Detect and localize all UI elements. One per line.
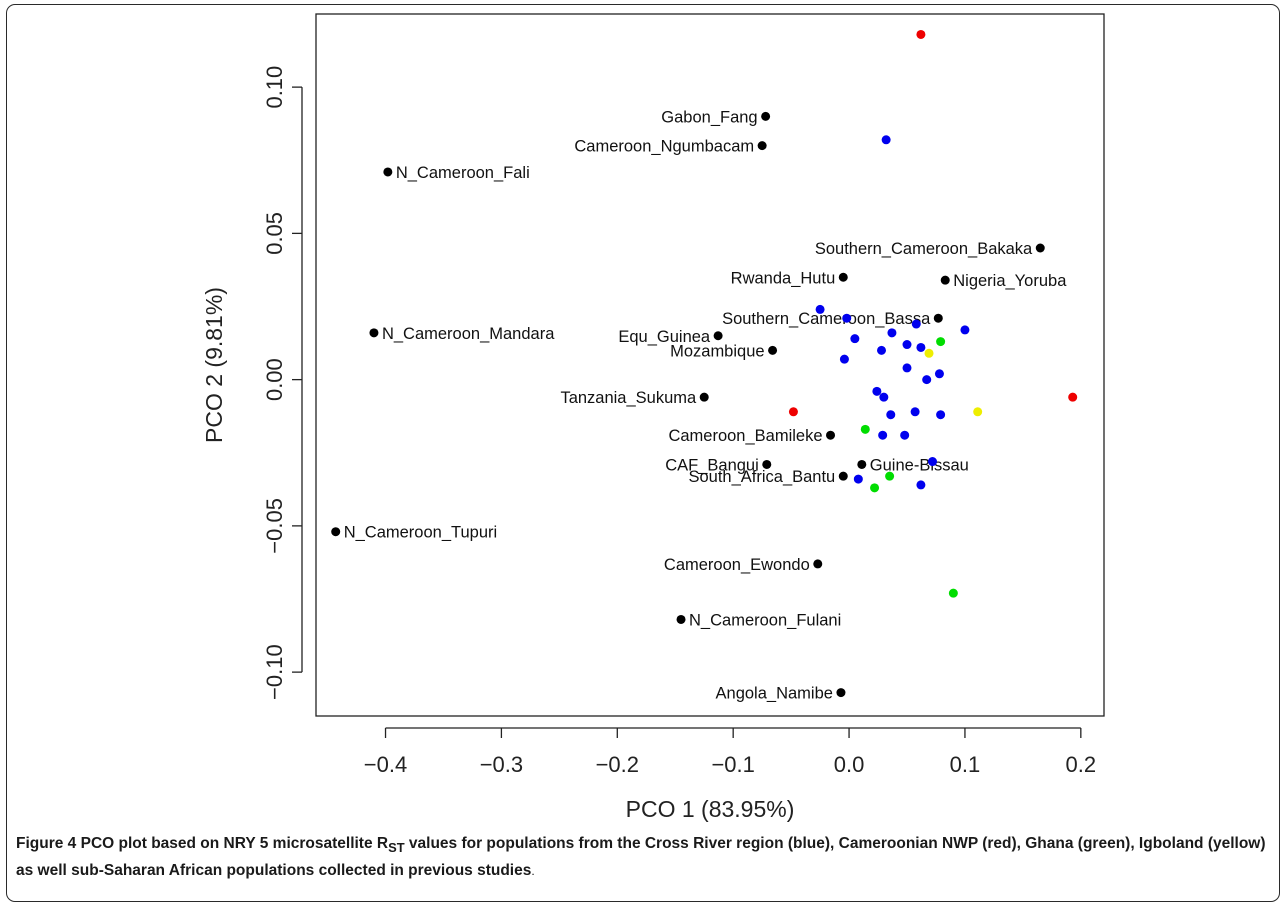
point-previous-study [757, 141, 767, 151]
y-tick-label: 0.10 [262, 66, 287, 109]
point-cross-river [886, 410, 896, 420]
point-cross-river [911, 319, 921, 329]
figure-label: Figure 4 [16, 835, 77, 852]
point-previous-study [676, 614, 686, 624]
point-previous-study [713, 331, 723, 341]
point-cross-river [877, 345, 887, 355]
x-tick-label: 0.1 [950, 752, 981, 777]
x-tick-label: 0.0 [834, 752, 865, 777]
point-cross-river [853, 474, 863, 484]
point-previous-study [836, 688, 846, 698]
y-tick-label: −0.10 [262, 644, 287, 700]
point-cross-river [842, 313, 852, 323]
point-igboland [973, 407, 983, 417]
point-cross-river [815, 304, 825, 314]
point-previous-study [857, 459, 867, 469]
point-label: Angola_Namibe [716, 685, 833, 703]
pco-scatter-plot: −0.4 −0.3 −0.2 −0.1 0.0 0.1 0.2 −0.10 −0.05 0.00 0… [201, 13, 1105, 822]
point-ghana [870, 483, 880, 493]
point-cross-river [934, 369, 944, 379]
figure-frame [6, 4, 1280, 902]
x-tick-label: 0.2 [1066, 752, 1097, 777]
point-previous-study [699, 392, 709, 402]
point-label: CAF_Bangui [665, 456, 759, 474]
point-igboland [924, 348, 934, 358]
point-previous-study [331, 527, 341, 537]
point-cross-river [916, 342, 926, 352]
point-cross-river [916, 480, 926, 490]
caption-subscript: ST [388, 840, 405, 856]
y-tick-label: 0.05 [262, 212, 287, 255]
y-tick-label: 0.00 [262, 358, 287, 401]
caption-end: . [531, 864, 535, 879]
point-previous-study [1035, 243, 1045, 253]
x-axis-title: PCO 1 (83.95%) [626, 796, 795, 822]
point-ghana [860, 424, 870, 434]
point-cameroon-nwp [788, 407, 798, 417]
point-cross-river [910, 407, 920, 417]
point-previous-study [768, 345, 778, 355]
point-previous-study [838, 471, 848, 481]
point-cross-river [878, 430, 888, 440]
point-cameroon-nwp [916, 29, 926, 39]
point-label: N_Cameroon_Fali [396, 164, 530, 182]
point-previous-study [761, 111, 771, 121]
point-label: South_Africa_Bantu [688, 468, 835, 486]
point-previous-study [762, 459, 772, 469]
point-label: Tanzania_Sukuma [560, 389, 697, 407]
point-cross-river [936, 410, 946, 420]
point-label: Guine-Bissau [870, 456, 969, 474]
point-cameroon-nwp [1068, 392, 1078, 402]
point-label: Nigeria_Yoruba [953, 272, 1067, 290]
point-cross-river [872, 386, 882, 396]
x-tick-label: −0.4 [364, 752, 407, 777]
point-cross-river [887, 328, 897, 338]
point-previous-study [838, 272, 848, 282]
point-cross-river [900, 430, 910, 440]
x-tick-label: −0.1 [711, 752, 754, 777]
y-axis-title: PCO 2 (9.81%) [201, 287, 227, 443]
point-cross-river [881, 135, 891, 145]
point-cross-river [879, 392, 889, 402]
figure-caption: Figure 4 PCO plot based on NRY 5 microsa… [16, 832, 1278, 883]
point-previous-study [940, 275, 950, 285]
point-label: N_Cameroon_Tupuri [344, 524, 497, 542]
plot-area-border [315, 13, 1105, 717]
y-tick-label: −0.05 [262, 498, 287, 554]
point-previous-study [933, 313, 943, 323]
point-label: Southern_Cameroon_Bakaka [815, 240, 1033, 258]
point-label: N_Cameroon_Mandara [382, 325, 555, 343]
point-cross-river [839, 354, 849, 364]
point-label: Southern_Cameroon_Bassa [722, 310, 931, 328]
point-label: Mozambique [670, 342, 764, 360]
caption-text-part2: values for populations from the Cross Ri… [16, 835, 1266, 880]
point-ghana [948, 588, 958, 598]
point-label: Equ_Guinea [618, 328, 711, 346]
point-cross-river [902, 363, 912, 373]
point-cross-river [902, 340, 912, 350]
point-cross-river [927, 457, 937, 467]
point-ghana [885, 471, 895, 481]
point-label: Rwanda_Hutu [731, 269, 836, 287]
point-previous-study [369, 328, 379, 338]
point-cross-river [922, 375, 932, 385]
x-tick-label: −0.3 [480, 752, 523, 777]
point-previous-study [813, 559, 823, 569]
point-label: Gabon_Fang [661, 108, 757, 126]
point-label: N_Cameroon_Fulani [689, 611, 841, 629]
point-label: Cameroon_Bamileke [668, 427, 822, 445]
point-previous-study [826, 430, 836, 440]
point-ghana [936, 337, 946, 347]
point-cross-river [960, 325, 970, 335]
point-previous-study [383, 167, 393, 177]
caption-text-part1: PCO plot based on NRY 5 microsatellite R [76, 835, 389, 852]
point-cross-river [850, 334, 860, 344]
x-tick-label: −0.2 [596, 752, 639, 777]
point-label: Cameroon_Ewondo [664, 556, 810, 574]
point-label: Cameroon_Ngumbacam [574, 138, 754, 156]
